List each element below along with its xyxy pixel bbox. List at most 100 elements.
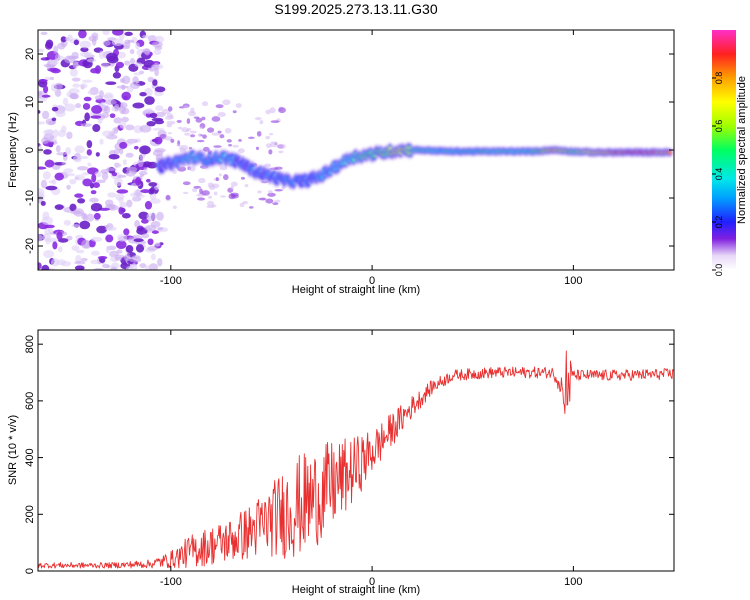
noise-blob — [63, 168, 74, 174]
noise-blob — [96, 179, 106, 184]
noise-blob — [124, 60, 131, 66]
noise-blob — [54, 172, 64, 181]
noise-blob — [244, 184, 249, 188]
noise-blob — [76, 166, 89, 171]
noise-blob — [69, 178, 77, 185]
noise-blob — [147, 238, 154, 246]
y-tick-label: 0 — [24, 568, 36, 574]
noise-blob — [111, 38, 124, 47]
noise-blob — [144, 108, 154, 115]
noise-blob — [125, 170, 136, 177]
noise-blob — [45, 185, 58, 191]
noise-blob — [133, 238, 144, 243]
noise-blob — [90, 68, 100, 74]
y-tick-label: 0 — [24, 147, 36, 153]
noise-blob — [93, 267, 104, 270]
noise-blob — [176, 119, 182, 123]
noise-blob — [143, 167, 148, 171]
noise-blob — [154, 86, 166, 93]
noise-blob — [182, 181, 191, 186]
x-tick-label: 0 — [369, 576, 375, 588]
spectrogram-y-label: Frequency (Hz) — [7, 112, 19, 188]
noise-blob — [120, 102, 128, 109]
noise-blob — [142, 48, 151, 55]
noise-blob — [142, 161, 152, 168]
noise-blob — [186, 118, 191, 125]
colorbar: 0.0 0.2 0.4 0.6 0.8 Normalized spectral ampl… — [712, 30, 748, 276]
noise-blob — [102, 40, 111, 46]
noise-blob — [139, 263, 147, 269]
noise-blob — [84, 112, 90, 122]
noise-blob — [193, 116, 200, 119]
noise-blob — [72, 59, 79, 69]
snr-y-label: SNR (10 * v/v) — [7, 415, 19, 485]
noise-blob — [73, 39, 80, 46]
noise-blob — [82, 178, 93, 187]
snr-y-axis: 0 200 400 600 800 — [24, 335, 674, 574]
noise-blob — [153, 91, 164, 97]
noise-blob — [139, 91, 147, 97]
noise-blob — [101, 112, 109, 119]
noise-blob — [136, 227, 148, 235]
noise-blob — [58, 246, 63, 253]
noise-blob — [53, 45, 59, 55]
noise-blob — [72, 83, 81, 88]
noise-blob — [104, 99, 117, 105]
noise-blob — [184, 132, 191, 136]
noise-blob — [223, 174, 229, 181]
noise-blob — [74, 260, 86, 265]
noise-blob — [81, 212, 86, 220]
noise-blob — [56, 231, 63, 241]
noise-blob — [213, 191, 218, 196]
noise-blob — [125, 245, 134, 253]
noise-blob — [40, 31, 48, 36]
noise-blob — [79, 83, 88, 89]
noise-blob — [152, 79, 158, 86]
snr-panel: -100 0 100 0 200 400 600 800 Height of straigh… — [7, 329, 675, 596]
noise-blob — [112, 30, 124, 36]
noise-blob — [228, 144, 233, 147]
noise-blob — [269, 142, 279, 148]
noise-blob — [91, 236, 103, 242]
x-tick-label: -100 — [160, 576, 182, 588]
spectrogram-y-axis: -20 -10 0 10 20 — [24, 48, 674, 254]
noise-blob — [74, 193, 84, 198]
noise-blob — [274, 189, 283, 192]
noise-blob — [114, 103, 120, 112]
noise-blob — [149, 112, 158, 119]
noise-blob — [41, 94, 51, 98]
noise-blob — [126, 85, 134, 93]
noise-blob — [150, 253, 156, 261]
noise-blob — [154, 119, 165, 125]
noise-blob — [127, 39, 135, 43]
x-tick-label: 100 — [564, 576, 582, 588]
noise-blob — [237, 148, 245, 154]
noise-blob — [218, 173, 222, 177]
noise-blob — [115, 61, 124, 69]
figure-title: S199.2025.273.13.11.G30 — [274, 1, 437, 17]
noise-blob — [265, 109, 271, 115]
noise-blob — [63, 219, 71, 226]
noise-blob — [91, 173, 97, 183]
noise-blob — [274, 199, 281, 203]
noise-blob — [201, 101, 209, 107]
snr-x-label: Height of straight line (km) — [292, 584, 420, 596]
noise-blob — [137, 158, 144, 168]
noise-blob — [101, 263, 110, 269]
noise-blob — [55, 110, 66, 118]
noise-blob — [187, 111, 197, 117]
noise-blob — [220, 195, 227, 198]
noise-blob — [69, 68, 79, 77]
noise-blob — [195, 117, 203, 123]
noise-blob — [182, 191, 189, 195]
noise-blob — [92, 182, 100, 189]
noise-blob — [181, 127, 189, 133]
noise-blob — [80, 123, 92, 128]
noise-blob — [176, 144, 181, 147]
noise-blob — [91, 250, 100, 256]
noise-blob — [157, 258, 163, 267]
noise-blob — [108, 153, 120, 160]
noise-blob — [38, 145, 43, 154]
